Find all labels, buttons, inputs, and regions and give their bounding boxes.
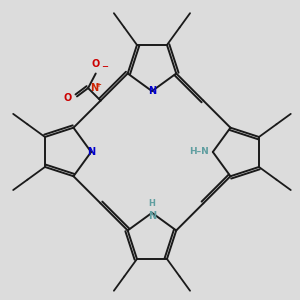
Text: O: O	[64, 93, 72, 103]
Text: N: N	[90, 83, 98, 93]
Text: O: O	[92, 58, 100, 69]
Text: H: H	[148, 199, 155, 208]
Text: −: −	[102, 62, 109, 71]
Text: H–N: H–N	[189, 148, 209, 157]
Text: N: N	[148, 211, 156, 221]
Text: N: N	[87, 147, 95, 157]
Text: +: +	[95, 82, 101, 88]
Text: N: N	[148, 86, 156, 96]
